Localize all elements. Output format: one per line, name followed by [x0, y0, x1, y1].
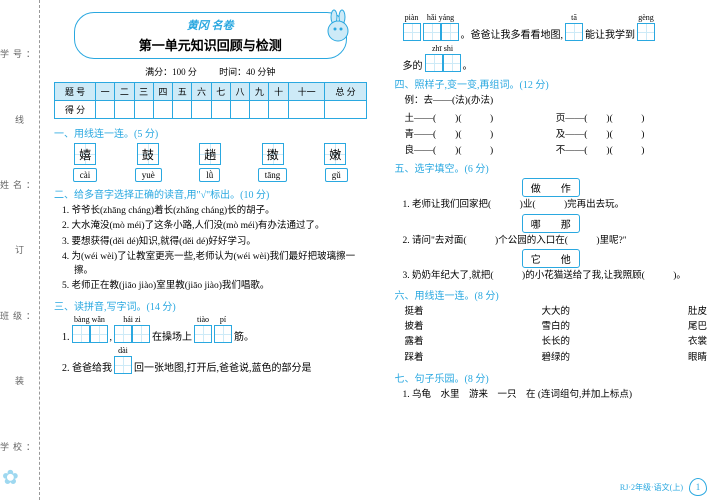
footer-text: RJ·2年级·语文(上) — [620, 482, 683, 493]
brand-text: 黄冈 名卷 — [85, 17, 336, 33]
section-heading: 一、用线连一连。(5 分) — [54, 125, 367, 140]
spine-dash: 装 — [13, 376, 26, 385]
page-footer: RJ·2年级·语文(上) 1 — [620, 478, 707, 496]
th: 题 号 — [55, 83, 96, 101]
full-score: 满分：100 分 — [145, 67, 197, 77]
option-box: 做 作 — [522, 178, 580, 197]
char-box: 嫩 — [324, 143, 346, 165]
option-box: 它 他 — [522, 249, 580, 268]
decoration-icon: ✿ — [2, 465, 19, 490]
question-line: 3. 要想获得(děi dé)知识,就得(děi dé)好好学习。 — [62, 235, 367, 249]
title-banner: 黄冈 名卷 第一单元知识回顾与检测 — [74, 12, 347, 59]
page-number-badge: 1 — [689, 478, 707, 496]
fill-row: 多的 zhī shi 。 — [403, 45, 708, 72]
binding-spine: 学号： 线 姓名： 订 班级： 装 学校： — [0, 0, 40, 500]
question-line: 1. 乌龟 水里 游来 一只 在 (连词组句,并加上标点) — [403, 388, 708, 402]
bunny-icon — [324, 9, 354, 49]
fill-row: 2. 爸爸给我 dài 回一张地图,打开后,爸爸说,蓝色的部分是 — [62, 347, 367, 374]
example-line: 例：去——(法)(办法) — [405, 94, 708, 108]
question-line: 3. 奶奶年纪大了,就把( )的小花猫送给了我,让我照顾( )。 — [403, 269, 708, 283]
section-heading: 二、给多音字选择正确的读音,用"√"标出。(10 分) — [54, 186, 367, 201]
section-heading: 七、句子乐园。(8 分) — [395, 370, 708, 385]
fill-row: 1. bàng wǎn , hái zi 在操场上 tiào pí 筋。 — [62, 316, 367, 343]
section-heading: 五、选字填空。(6 分) — [395, 160, 708, 175]
score-table: 题 号一二三四五六七八九十十一总 分 得 分 — [54, 82, 367, 119]
table-row: 题 号一二三四五六七八九十十一总 分 — [55, 83, 367, 101]
question-line: 4. 为(wéi wèi)了让教室更亮一些,老师认为(wéi wèi)我们最好把… — [62, 250, 367, 279]
spine-dash: 订 — [13, 245, 26, 254]
char-row: 嬉 鼓 趟 擞 嫩 — [54, 143, 367, 165]
match-columns: 挺着披着露着踩着 大大的雪白的长长的碧绿的 肚皮尾巴衣裳眼睛 — [405, 305, 708, 366]
time-limit: 时间：40 分钟 — [219, 67, 275, 77]
pinyin-box: tāng — [258, 168, 288, 182]
right-column: piàn hǎi yáng 。爸爸让我多看看地图, tā 能让我学到 gèng … — [381, 0, 721, 500]
section-heading: 六、用线连一连。(8 分) — [395, 287, 708, 302]
left-column: 黄冈 名卷 第一单元知识回顾与检测 满分：100 分 时间：40 分钟 题 号一… — [40, 0, 381, 500]
pinyin-row: cài yuè lǜ tāng gǔ — [54, 168, 367, 182]
spine-label: 班级： — [0, 309, 39, 322]
char-box: 鼓 — [137, 143, 159, 165]
section-heading: 四、照样子,变一变,再组词。(12 分) — [395, 76, 708, 91]
pinyin-box: yuè — [135, 168, 162, 182]
fill-row: piàn hǎi yáng 。爸爸让我多看看地图, tā 能让我学到 gèng — [403, 14, 708, 41]
question-line: 1. 老师让我们回家把( )业( )完再出去玩。 — [403, 198, 708, 212]
char-box: 嬉 — [74, 143, 96, 165]
option-box: 哪 那 — [522, 214, 580, 233]
table-row: 得 分 — [55, 101, 367, 119]
spine-dash: 线 — [13, 115, 26, 124]
exam-meta: 满分：100 分 时间：40 分钟 — [54, 65, 367, 78]
question-line: 5. 老师正在教(jiāo jiào)室里教(jiāo jiào)我们唱歌。 — [62, 279, 367, 293]
question-line: 2. 大水淹没(mò méi)了这条小路,人们没(mò méi)有办法通过了。 — [62, 219, 367, 233]
section-heading: 三、读拼音,写字词。(14 分) — [54, 298, 367, 313]
spine-label: 学校： — [0, 440, 39, 453]
pinyin-box: gǔ — [325, 168, 348, 182]
question-line: 2. 请问"去对面( )个公园的入口在( )里呢?" — [403, 234, 708, 248]
spine-label: 学号： — [0, 47, 39, 60]
char-box: 趟 — [199, 143, 221, 165]
question-line: 1. 爷爷长(zhāng cháng)着长(zhǎng cháng)长的胡子。 — [62, 204, 367, 218]
pinyin-box: lǜ — [199, 168, 220, 182]
pinyin-box: cài — [73, 168, 98, 182]
question-block: 1. 爷爷长(zhāng cháng)着长(zhǎng cháng)长的胡子。 … — [62, 204, 367, 294]
char-box: 擞 — [262, 143, 284, 165]
unit-title: 第一单元知识回顾与检测 — [85, 35, 336, 54]
spine-label: 姓名： — [0, 178, 39, 191]
